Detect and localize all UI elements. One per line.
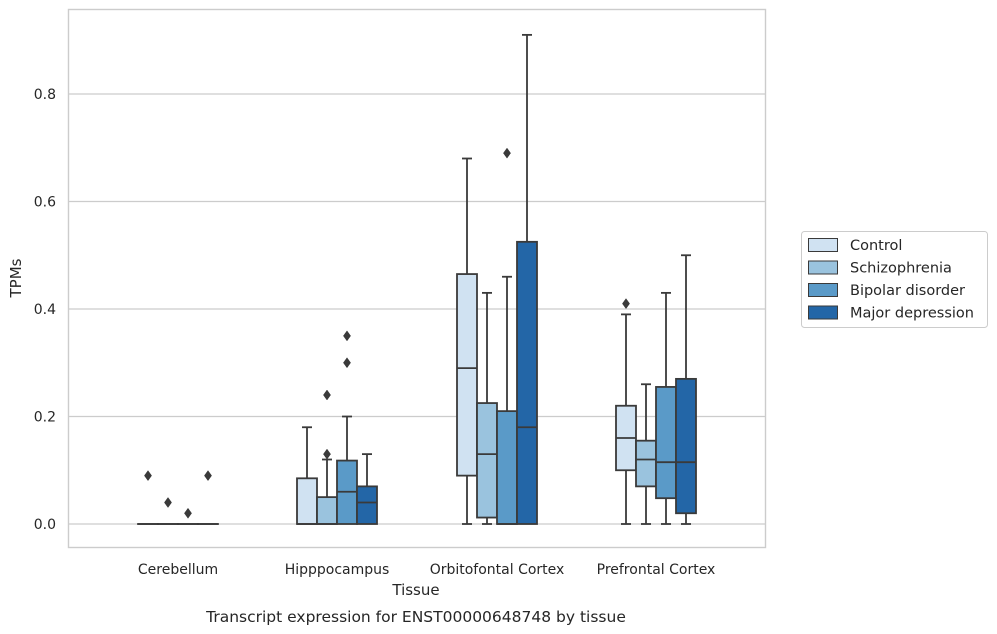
legend-swatch: [808, 305, 838, 320]
x-tick-labels: Cerebellum Hipppocampus Orbitofontal Corte…: [138, 562, 715, 578]
box-iqr: [356, 485, 378, 525]
box-group: [356, 453, 378, 525]
x-axis-label: Tissue: [391, 581, 439, 599]
outlier-point: [622, 298, 630, 310]
box-iqr: [675, 377, 697, 515]
box-group: [177, 507, 199, 525]
legend-label: Bipolar disorder: [850, 283, 965, 299]
outlier-point: [184, 507, 192, 519]
legend-swatch: [808, 260, 838, 275]
outlier-point: [503, 147, 511, 159]
outlier-point: [164, 497, 172, 508]
y-tick-label: 0.8: [34, 87, 56, 103]
box-group: [476, 291, 498, 525]
box-iqr: [296, 477, 318, 525]
box-group: [197, 470, 219, 525]
box-group: [496, 147, 518, 525]
legend-swatch: [808, 283, 838, 297]
box-group: [296, 426, 318, 525]
legend-label: Schizophrenia: [850, 261, 952, 277]
y-tick-labels: 0.0 0.2 0.4 0.6 0.8: [34, 87, 56, 533]
box-group: [675, 254, 697, 525]
outlier-point: [323, 448, 331, 460]
outlier-point: [204, 470, 212, 482]
y-axis-label: TPMs: [7, 258, 25, 298]
x-tick-label: Orbitofontal Cortex: [430, 562, 565, 578]
outlier-point: [323, 389, 331, 401]
box-group: [516, 33, 538, 525]
y-tick-label: 0.2: [34, 410, 56, 426]
chart-caption: Transcript expression for ENST0000064874…: [205, 608, 626, 626]
legend: Control Schizophrenia Bipolar disorder Majo…: [801, 231, 988, 328]
box-iqr: [496, 410, 518, 525]
box-iqr: [476, 402, 498, 519]
legend-swatch: [808, 238, 838, 252]
box-iqr: [635, 439, 657, 488]
box-group: [655, 291, 677, 525]
box-iqr: [456, 273, 478, 477]
box-layer: [137, 33, 697, 525]
box-group: [137, 470, 159, 525]
box-group: [157, 497, 179, 525]
outlier-point: [343, 357, 351, 369]
plot-frame: [67, 8, 767, 549]
legend-frame: [801, 231, 988, 328]
box-group: [615, 298, 637, 525]
legend-label: Major depression: [850, 306, 974, 322]
legend-label: Control: [850, 238, 902, 254]
box-group: [316, 389, 338, 525]
box-group: [456, 157, 478, 525]
x-tick-label: Prefrontal Cortex: [597, 562, 716, 578]
outlier-point: [144, 470, 152, 482]
box-iqr: [316, 496, 338, 525]
box-group: [336, 330, 358, 525]
box-iqr: [655, 386, 677, 500]
x-tick-label: Cerebellum: [138, 562, 218, 578]
y-tick-label: 0.4: [34, 302, 56, 318]
y-tick-label: 0.0: [34, 517, 56, 533]
box-iqr: [516, 240, 538, 525]
x-tick-label: Hipppocampus: [285, 562, 390, 578]
outlier-point: [343, 330, 351, 342]
box-group: [635, 383, 657, 525]
y-tick-label: 0.6: [34, 195, 56, 211]
